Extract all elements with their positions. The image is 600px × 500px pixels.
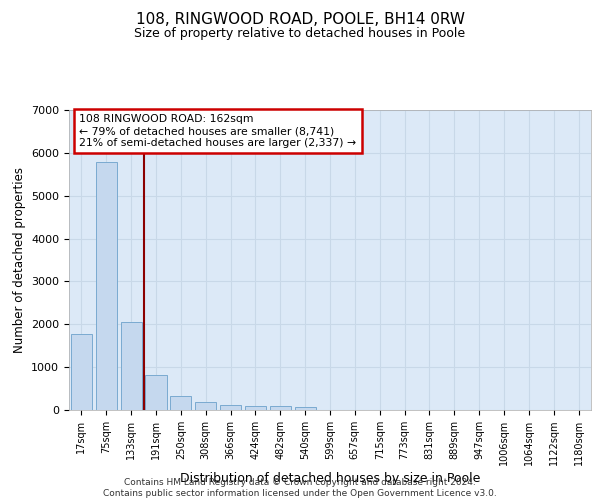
Bar [96, 162, 117, 410]
Bar [295, 407, 316, 410]
Bar [71, 334, 92, 410]
Bar [195, 402, 216, 410]
Bar [145, 375, 167, 410]
Bar [170, 396, 191, 410]
Text: 108, RINGWOOD ROAD, POOLE, BH14 0RW: 108, RINGWOOD ROAD, POOLE, BH14 0RW [136, 12, 464, 28]
Text: Contains HM Land Registry data © Crown copyright and database right 2024.
Contai: Contains HM Land Registry data © Crown c… [103, 478, 497, 498]
Bar [121, 322, 142, 410]
Text: 108 RINGWOOD ROAD: 162sqm
← 79% of detached houses are smaller (8,741)
21% of se: 108 RINGWOOD ROAD: 162sqm ← 79% of detac… [79, 114, 356, 148]
Bar [245, 406, 266, 410]
Text: Size of property relative to detached houses in Poole: Size of property relative to detached ho… [134, 28, 466, 40]
X-axis label: Distribution of detached houses by size in Poole: Distribution of detached houses by size … [180, 472, 480, 485]
Y-axis label: Number of detached properties: Number of detached properties [13, 167, 26, 353]
Bar [270, 406, 291, 410]
Bar [220, 405, 241, 410]
